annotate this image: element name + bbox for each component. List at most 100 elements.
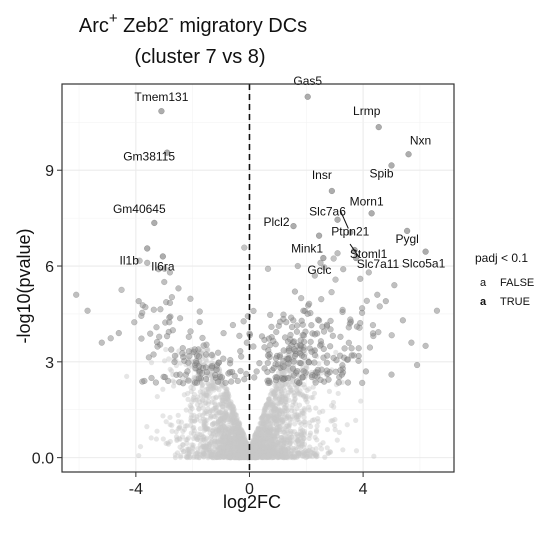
point-false (204, 393, 210, 399)
point-false (196, 455, 202, 461)
point-false (292, 421, 298, 427)
point-false (185, 453, 191, 460)
point-false (200, 450, 206, 457)
point-false (243, 445, 249, 451)
point-false (240, 450, 246, 457)
point-false (264, 430, 270, 436)
point-true (213, 362, 221, 369)
point-false (257, 439, 263, 445)
point-true (300, 307, 307, 314)
point-false (227, 439, 233, 445)
point-true (276, 352, 284, 359)
point-false (216, 425, 222, 432)
point-false (280, 410, 286, 416)
point-false (316, 361, 322, 367)
point-false (277, 453, 284, 459)
point-false (148, 360, 155, 366)
point-false (238, 453, 244, 460)
point-true (135, 298, 142, 305)
point-false (243, 439, 249, 445)
point-false (244, 452, 250, 458)
point-false (210, 431, 216, 437)
point-false (220, 452, 226, 459)
point-false (251, 452, 258, 458)
point-false (214, 452, 220, 458)
point-false (228, 454, 234, 460)
point-true (298, 294, 305, 302)
point-false (257, 454, 263, 460)
point-false (208, 451, 214, 458)
point-true (176, 315, 184, 322)
point-false (301, 410, 307, 416)
point-true (348, 345, 355, 352)
point-false (252, 433, 258, 439)
point-false (220, 453, 226, 460)
gene-label: Gm38115 (123, 150, 175, 164)
point-false (216, 428, 223, 434)
point-false (236, 432, 242, 438)
point-false (285, 414, 292, 420)
point-false (153, 436, 159, 442)
point-false (276, 417, 282, 423)
point-true (345, 339, 353, 346)
point-false (307, 453, 313, 459)
point-false (263, 454, 269, 460)
point-false (221, 434, 227, 440)
point-false (200, 381, 206, 387)
point-false (179, 434, 186, 440)
point-true (171, 358, 178, 366)
point-false (260, 442, 266, 448)
point-false (199, 382, 205, 389)
point-false (200, 454, 207, 460)
point-false (203, 448, 209, 455)
point-false (160, 413, 166, 419)
point-false (269, 405, 276, 411)
point-false (237, 437, 243, 443)
point-false (271, 433, 278, 440)
point-false (320, 408, 326, 414)
point-false (225, 444, 231, 450)
point-false (304, 399, 310, 405)
point-false (231, 428, 238, 434)
point-false (278, 452, 285, 458)
point-false (227, 437, 233, 444)
point-false (274, 450, 280, 456)
point-false (210, 454, 216, 461)
point-false (214, 432, 221, 438)
point-false (261, 412, 267, 418)
point-false (205, 401, 211, 407)
point-false (278, 414, 284, 421)
point-false (244, 454, 250, 460)
point-false (265, 424, 271, 431)
point-false (239, 433, 245, 439)
point-false (250, 440, 256, 446)
point-false (241, 449, 248, 455)
point-false (228, 450, 235, 457)
point-false (218, 452, 224, 458)
point-false (216, 427, 222, 433)
point-false (300, 410, 306, 416)
point-true (314, 316, 322, 323)
point-false (254, 454, 261, 461)
point-false (235, 452, 241, 459)
point-false (270, 441, 277, 447)
point-false (295, 449, 302, 455)
point-false (272, 388, 278, 394)
point-false (238, 452, 244, 458)
point-false (234, 454, 240, 461)
point-false (301, 449, 307, 455)
point-true (203, 368, 211, 376)
point-false (279, 451, 285, 457)
point-false (255, 434, 261, 440)
point-true (163, 333, 171, 340)
point-false (241, 455, 248, 461)
point-false (278, 423, 284, 430)
point-false (215, 421, 221, 427)
point-false (216, 453, 222, 459)
point-false (249, 441, 256, 447)
point-false (344, 422, 350, 428)
point-false (177, 424, 183, 430)
point-false (296, 442, 303, 448)
point-false (228, 414, 235, 420)
point-false (286, 441, 293, 447)
